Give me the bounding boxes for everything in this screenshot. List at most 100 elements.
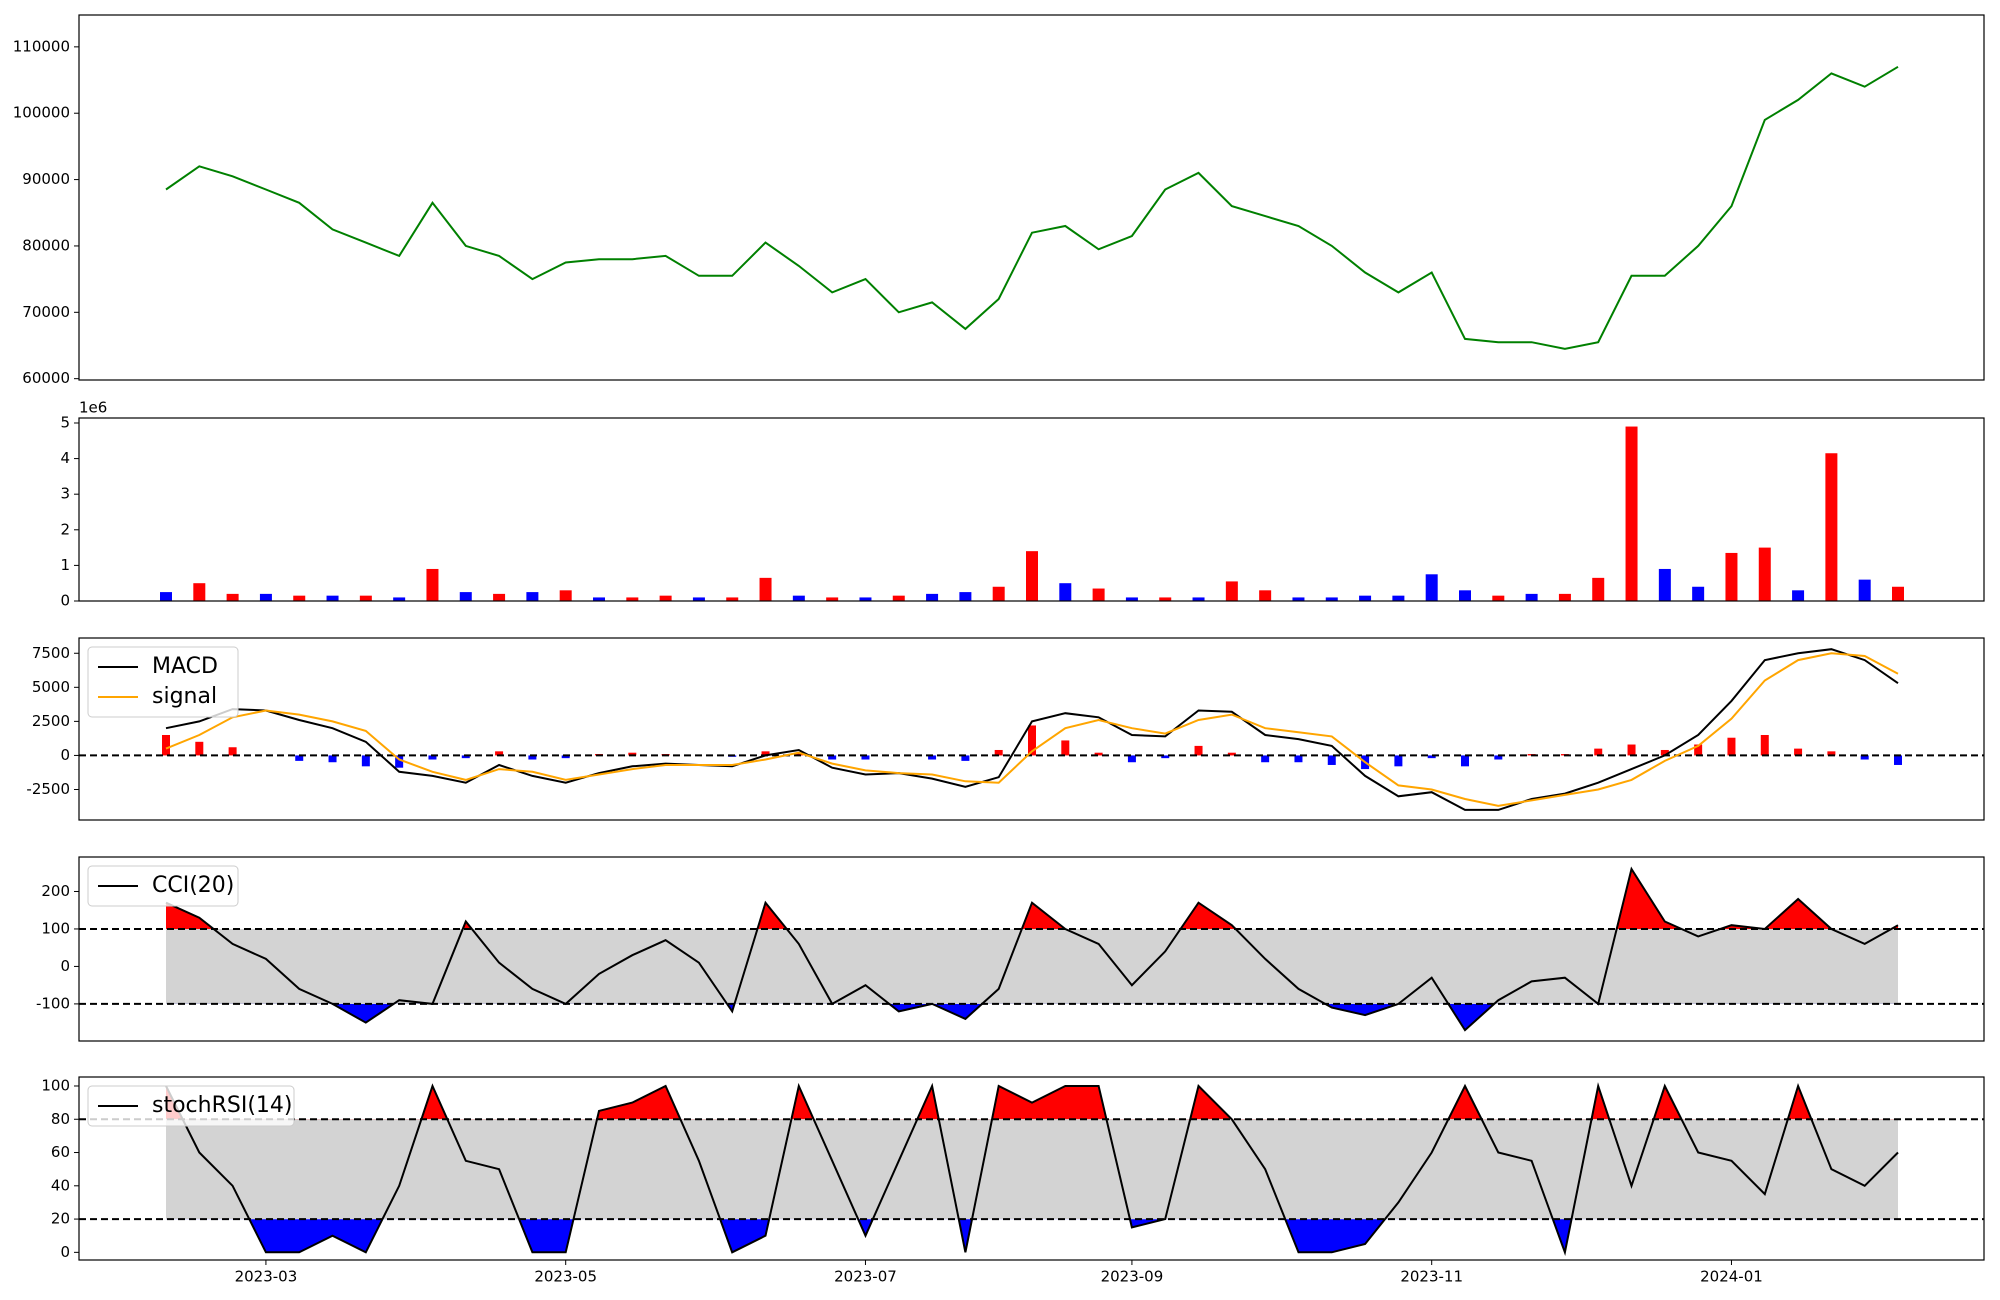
histogram-bar: [428, 755, 437, 760]
histogram-bar: [461, 755, 470, 759]
histogram-bar: [162, 734, 170, 756]
volume-bar: [1692, 586, 1705, 601]
histogram-bar: [361, 755, 370, 767]
volume-bar: [1592, 577, 1605, 601]
histogram-bar: [1727, 737, 1736, 756]
plot-frame: [78, 417, 1985, 602]
y-tick-label: 3: [60, 485, 70, 503]
y-tick-label: 0: [60, 746, 70, 764]
volume-bar: [259, 593, 272, 601]
histogram-bar: [628, 752, 637, 756]
volume-bar: [226, 593, 239, 601]
histogram-bar: [495, 751, 504, 756]
x-tick-label: 2023-05: [534, 1268, 597, 1286]
histogram-bar: [1394, 755, 1403, 767]
histogram-bar: [528, 755, 537, 760]
neutral-band: [166, 928, 1898, 1004]
plot-frame: [78, 14, 1985, 381]
volume-bar: [1492, 595, 1505, 601]
volume-bar: [892, 595, 905, 601]
legend-label: CCI(20): [152, 873, 234, 898]
legend-box: [87, 1085, 295, 1127]
plot-area: [79, 648, 1984, 811]
volume-bar: [1425, 574, 1438, 601]
y-tick-label: -2500: [26, 780, 70, 798]
x-tick-label: 2023-11: [1400, 1268, 1463, 1286]
volume-bar: [526, 592, 539, 601]
histogram-bar: [195, 741, 204, 756]
volume-bar: [692, 597, 705, 601]
histogram-bar: [1660, 749, 1669, 756]
y-tick-label: 70000: [22, 303, 70, 321]
histogram-bar: [1694, 744, 1703, 756]
volume-bar: [426, 568, 439, 601]
y-tick-label: 60000: [22, 369, 70, 387]
volume-bar: [493, 593, 506, 601]
x-tick-label: 2023-09: [1101, 1268, 1164, 1286]
volume-bar: [1092, 588, 1105, 601]
volume-bar: [326, 595, 339, 601]
legend-label: MACD: [152, 654, 218, 679]
histogram-bar: [1827, 751, 1836, 756]
series-line: [165, 866, 1899, 1032]
volume-bar: [359, 595, 372, 601]
y-tick-label: 200: [41, 882, 70, 900]
volume-bar: [393, 597, 406, 601]
y-tick-label: 100: [41, 919, 70, 937]
y-tick-label: 2: [60, 520, 70, 538]
y-tick-label: 110000: [13, 37, 70, 55]
volume-bar: [1525, 593, 1538, 601]
histogram-bar: [1061, 740, 1070, 756]
volume-bar: [1159, 597, 1172, 601]
y-tick-label: 80000: [22, 236, 70, 254]
histogram-bar: [561, 755, 570, 759]
legend-box: [87, 865, 239, 907]
volume-bar: [1858, 579, 1871, 601]
volume-bar: [1459, 590, 1471, 601]
histogram-bar: [228, 747, 237, 756]
volume-bar: [759, 577, 772, 601]
volume-bar: [593, 597, 605, 601]
histogram-bar: [1494, 755, 1503, 760]
oversold-fill: [332, 1003, 1495, 1031]
plot-frame: [78, 856, 1985, 1042]
y-tick-label: 40: [51, 1176, 70, 1194]
volume-bar: [1059, 583, 1072, 601]
y-tick-label: -100: [36, 994, 70, 1012]
histogram-bar: [1028, 725, 1036, 756]
histogram-bar: [1327, 755, 1336, 765]
histogram-bar: [828, 755, 837, 760]
y-tick-label: 100000: [13, 104, 70, 122]
histogram-bar: [761, 751, 770, 756]
histogram-bar: [928, 755, 937, 760]
volume-bar: [992, 586, 1005, 601]
histogram-bar: [1294, 755, 1303, 763]
y-tick-label: 80: [51, 1110, 70, 1128]
histogram-bar: [1161, 755, 1170, 759]
y-tick-label: 1: [60, 556, 70, 574]
volume-bar: [1359, 595, 1372, 601]
histogram-bar: [1860, 755, 1869, 760]
histogram-bar: [295, 755, 304, 761]
volume-bar: [1558, 593, 1571, 601]
volume-bar: [1225, 581, 1238, 601]
volume-bar: [1725, 552, 1738, 601]
histogram-bar: [328, 755, 337, 763]
plot-frame: [78, 637, 1985, 821]
y-tick-label: 5000: [32, 678, 70, 696]
volume-bar: [1125, 597, 1138, 601]
histogram-bar: [1461, 755, 1469, 767]
histogram-bar: [1261, 755, 1270, 763]
y-tick-label: 60: [51, 1143, 70, 1161]
volume-bar: [1792, 590, 1805, 601]
volume-bar: [1625, 426, 1638, 601]
volume-bar: [1825, 453, 1838, 601]
volume-bar: [1292, 597, 1305, 601]
volume-bar: [1325, 597, 1338, 601]
histogram-bar: [1760, 734, 1769, 756]
histogram-bar: [961, 755, 970, 761]
histogram-bar: [1427, 755, 1436, 759]
volume-bar: [160, 592, 172, 601]
histogram-bar: [1094, 752, 1103, 756]
